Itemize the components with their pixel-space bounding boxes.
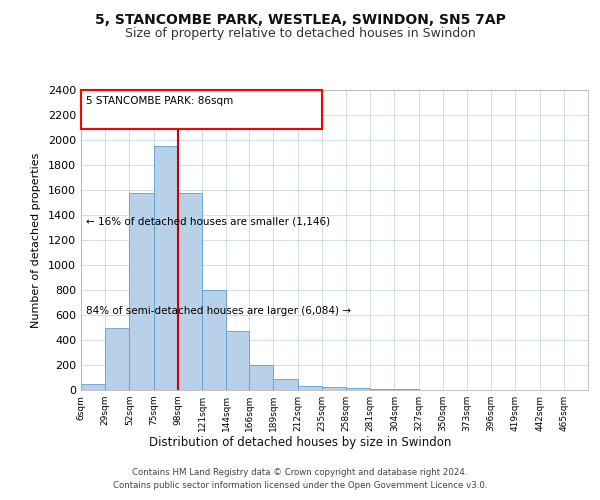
Text: Contains HM Land Registry data © Crown copyright and database right 2024.: Contains HM Land Registry data © Crown c…	[132, 468, 468, 477]
Text: 84% of semi-detached houses are larger (6,084) →: 84% of semi-detached houses are larger (…	[86, 306, 351, 316]
Text: ← 16% of detached houses are smaller (1,146): ← 16% of detached houses are smaller (1,…	[86, 216, 330, 226]
Text: Size of property relative to detached houses in Swindon: Size of property relative to detached ho…	[125, 28, 475, 40]
Bar	[346, 388, 370, 390]
Bar	[322, 387, 346, 390]
Bar	[154, 146, 178, 390]
Bar	[249, 365, 274, 390]
Bar	[130, 192, 154, 390]
Bar	[178, 192, 202, 390]
Bar	[105, 328, 130, 390]
Text: 5 STANCOMBE PARK: 86sqm: 5 STANCOMBE PARK: 86sqm	[86, 96, 233, 106]
Bar	[81, 384, 105, 390]
Bar	[202, 290, 226, 390]
Text: Contains public sector information licensed under the Open Government Licence v3: Contains public sector information licen…	[113, 482, 487, 490]
Bar	[226, 330, 249, 390]
Bar	[274, 379, 298, 390]
Text: Distribution of detached houses by size in Swindon: Distribution of detached houses by size …	[149, 436, 451, 449]
Bar	[81, 90, 322, 128]
Y-axis label: Number of detached properties: Number of detached properties	[31, 152, 41, 328]
Text: 5, STANCOMBE PARK, WESTLEA, SWINDON, SN5 7AP: 5, STANCOMBE PARK, WESTLEA, SWINDON, SN5…	[95, 12, 505, 26]
Bar	[298, 386, 322, 390]
